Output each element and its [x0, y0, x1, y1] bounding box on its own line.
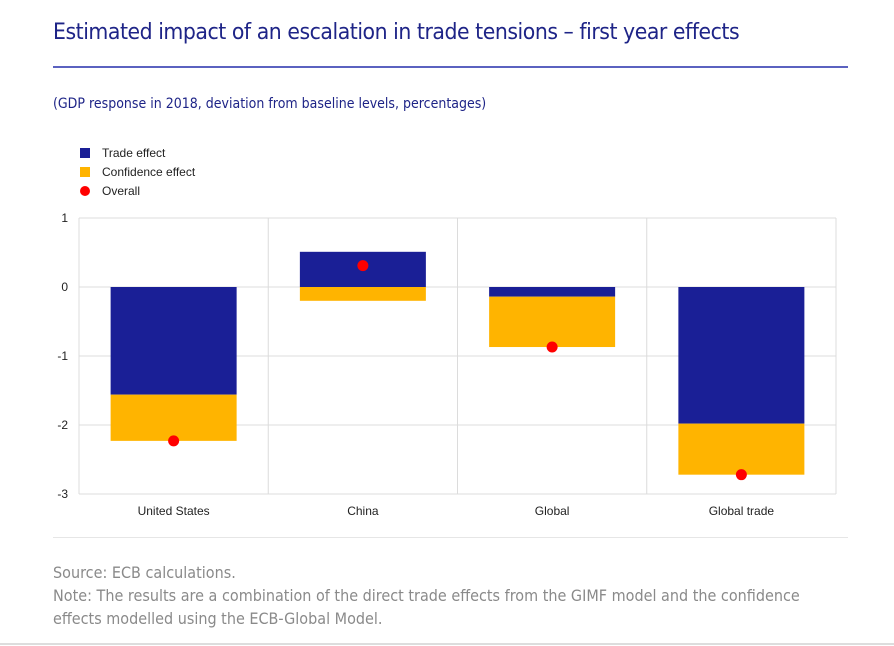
footer-divider: [53, 537, 848, 538]
overall-point: [735, 469, 747, 481]
bar-confidence: [110, 394, 237, 441]
overall-point: [357, 260, 369, 272]
source-text: Source: ECB calculations.: [53, 563, 236, 582]
x-tick-label: China: [347, 504, 379, 518]
legend-label-2: Overall: [102, 184, 140, 198]
x-tick-label: Global: [535, 504, 570, 518]
legend-marker-2: [80, 186, 90, 196]
legend-swatch-0: [80, 148, 90, 158]
y-tick-label: -1: [57, 349, 68, 363]
overall-point: [546, 341, 558, 353]
bar-confidence: [678, 423, 805, 475]
legend-label-1: Confidence effect: [102, 165, 196, 179]
bar-trade: [489, 287, 616, 297]
bottom-border: [0, 643, 894, 645]
chart-title: Estimated impact of an escalation in tra…: [53, 20, 740, 45]
y-tick-label: 0: [61, 280, 68, 294]
legend-label-0: Trade effect: [102, 146, 166, 160]
y-tick-label: 1: [61, 211, 68, 225]
x-tick-label: Global trade: [709, 504, 775, 518]
footer-notes: Source: ECB calculations. Note: The resu…: [53, 561, 845, 630]
x-tick-label: United States: [138, 504, 210, 518]
y-tick-label: -3: [57, 487, 68, 501]
note-text: Note: The results are a combination of t…: [53, 586, 800, 628]
bar-trade: [678, 287, 805, 424]
bar-confidence: [299, 287, 426, 301]
legend-swatch-1: [80, 167, 90, 177]
overall-point: [168, 435, 180, 447]
bar-trade: [110, 287, 237, 395]
title-divider: [53, 66, 848, 68]
bar-confidence: [489, 296, 616, 348]
chart-subtitle: (GDP response in 2018, deviation from ba…: [53, 96, 487, 112]
y-tick-label: -2: [57, 418, 68, 432]
